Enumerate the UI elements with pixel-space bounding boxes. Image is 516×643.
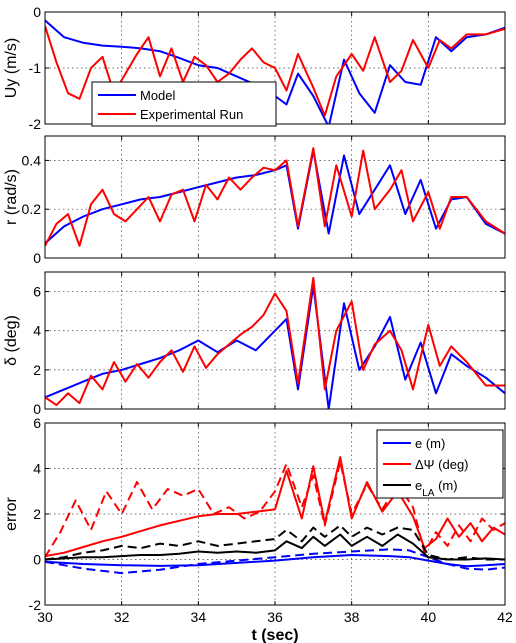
y-tick-label: -2 bbox=[29, 597, 42, 613]
plot-frame bbox=[44, 422, 506, 606]
y-tick-label: 0 bbox=[33, 4, 41, 20]
legend-label: Experimental Run bbox=[140, 107, 243, 122]
y-tick-label: 6 bbox=[33, 415, 41, 431]
y-tick-label: 0.2 bbox=[22, 201, 42, 217]
y-axis-label: δ (deg) bbox=[3, 315, 20, 366]
plot-frame bbox=[44, 271, 506, 410]
x-tick-label: 38 bbox=[344, 609, 360, 625]
y-axis-label: Uy (m/s) bbox=[3, 38, 20, 98]
series-line-1 bbox=[45, 284, 505, 409]
x-tick-label: 40 bbox=[421, 609, 437, 625]
panel-4: -2 0 2 4 6 30 32 34 36 38 40 42 error t (sec) e (m) ΔΨ … bbox=[3, 415, 513, 643]
series-line-2 bbox=[45, 276, 505, 407]
panel-3: 0 2 4 6 δ (deg) bbox=[3, 271, 506, 417]
panel-1: -2 -1 0 Uy (m/s) Model Experimental Run bbox=[3, 4, 506, 132]
series-line-1 bbox=[45, 554, 505, 568]
series-line-2 bbox=[45, 147, 505, 247]
series-line-4 bbox=[45, 460, 505, 558]
legend-label: e (m) bbox=[415, 436, 445, 451]
series-line-1 bbox=[45, 19, 505, 124]
series-line-1 bbox=[45, 149, 505, 245]
y-tick-label: 4 bbox=[33, 461, 41, 477]
series-line-6 bbox=[45, 524, 505, 561]
series-line-5 bbox=[45, 533, 505, 561]
legend: Model Experimental Run bbox=[91, 81, 277, 127]
x-tick-label: 32 bbox=[114, 609, 130, 625]
y-tick-label: 0 bbox=[33, 401, 41, 417]
legend: e (m)ΔΨ (deg)eLA (m) bbox=[376, 429, 504, 499]
panel-2: 0 0.2 0.4r (rad/s) bbox=[3, 135, 506, 266]
y-tick-label: -2 bbox=[29, 116, 42, 132]
x-tick-label: 34 bbox=[191, 609, 207, 625]
legend-label: Model bbox=[140, 88, 176, 103]
y-tick-label: -1 bbox=[29, 60, 42, 76]
series-line-3 bbox=[45, 456, 505, 558]
y-axis-label: error bbox=[3, 496, 20, 530]
x-tick-label: 42 bbox=[497, 609, 513, 625]
y-axis-label: r (rad/s) bbox=[3, 169, 20, 225]
y-tick-label: 6 bbox=[33, 284, 41, 300]
x-axis-label: t (sec) bbox=[251, 627, 298, 643]
y-tick-label: 0.4 bbox=[22, 152, 42, 168]
legend-label: ΔΨ (deg) bbox=[415, 457, 469, 472]
y-tick-label: 2 bbox=[33, 362, 41, 378]
x-tick-label: 36 bbox=[267, 609, 283, 625]
y-tick-label: 4 bbox=[33, 323, 41, 339]
y-tick-label: 0 bbox=[33, 552, 41, 568]
y-tick-label: 2 bbox=[33, 506, 41, 522]
x-tick-label: 30 bbox=[37, 609, 53, 625]
y-tick-label: 0 bbox=[33, 250, 41, 266]
plot-frame bbox=[44, 135, 506, 259]
